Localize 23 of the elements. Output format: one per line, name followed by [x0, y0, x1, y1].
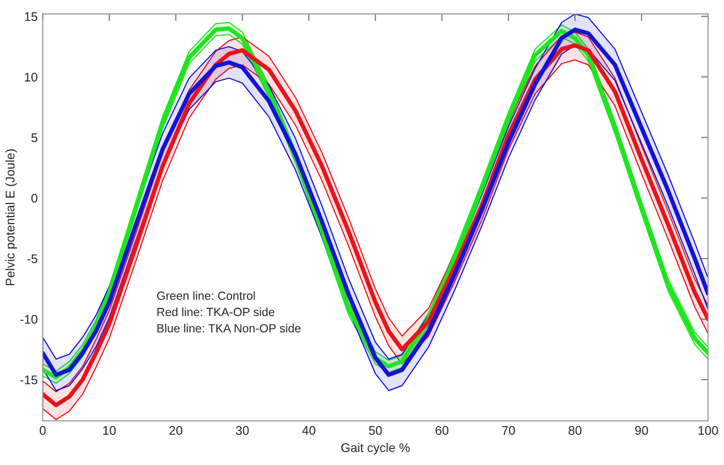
- x-tick-label: 90: [635, 426, 648, 435]
- y-tick-label: 10: [24, 72, 38, 82]
- annotation: Blue line: TKA Non-OP side: [157, 324, 301, 332]
- annotation: Red line: TKA-OP side: [157, 308, 274, 316]
- x-tick-label: 80: [568, 426, 582, 435]
- x-tick-label: 50: [368, 426, 382, 435]
- x-axis-title: Gait cycle %: [341, 442, 410, 455]
- x-tick-label: 40: [302, 426, 316, 435]
- x-tick-label: 100: [698, 426, 718, 435]
- annotation: Green line: Control: [157, 291, 255, 300]
- y-tick-label: 15: [24, 12, 38, 22]
- x-tick-label: 70: [502, 426, 515, 435]
- x-tick-label: 60: [436, 426, 448, 435]
- y-tick-label: -15: [20, 376, 38, 384]
- x-tick-label: 10: [103, 426, 116, 435]
- y-tick-label: 5: [31, 133, 38, 142]
- y-tick-label: 0: [31, 194, 38, 203]
- y-axis-title: Pelvic potential E (Joule): [5, 149, 18, 286]
- y-tick-label: -5: [27, 254, 38, 264]
- x-tick-label: 0: [40, 426, 46, 435]
- x-tick-label: 30: [236, 426, 249, 435]
- x-tick-label: 20: [169, 426, 182, 435]
- y-tick-label: -10: [20, 314, 38, 324]
